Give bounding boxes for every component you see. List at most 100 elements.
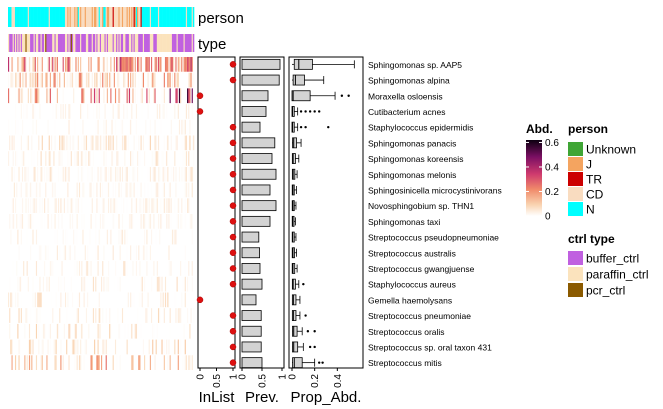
heatmap-cell <box>147 229 149 245</box>
heatmap-cell <box>182 72 184 88</box>
heatmap-cell <box>9 104 11 119</box>
heatmap-cell <box>176 276 179 292</box>
person-annotation-cell <box>60 7 62 27</box>
heatmap-cell <box>114 72 117 88</box>
heatmap-cell <box>17 198 19 213</box>
heatmap-cell <box>139 166 141 182</box>
heatmap-cell <box>180 151 182 166</box>
heatmap-cell <box>26 119 29 135</box>
heatmap-cell <box>66 339 68 355</box>
heatmap-cell <box>28 151 31 166</box>
heatmap-cell <box>80 104 82 119</box>
heatmap-cell <box>71 57 74 72</box>
heatmap-cell <box>139 119 141 135</box>
heatmap-cell <box>174 88 176 104</box>
heatmap-cell <box>73 261 75 276</box>
heatmap-cell <box>67 339 69 355</box>
heatmap-cell <box>175 229 177 245</box>
heatmap-cell <box>39 72 41 88</box>
heatmap-cell <box>124 261 126 276</box>
heatmap-cell <box>12 119 15 135</box>
heatmap-cell <box>55 214 58 229</box>
heatmap-cell <box>55 245 58 261</box>
heatmap-cell <box>191 261 194 276</box>
heatmap-cell <box>114 339 117 355</box>
heatmap-cell <box>156 245 159 261</box>
heatmap-cell <box>160 229 162 245</box>
heatmap-cell <box>116 166 118 182</box>
heatmap-cell <box>53 229 55 245</box>
heatmap-cell <box>70 182 73 198</box>
prevalence-bar <box>241 294 257 306</box>
heatmap-cell <box>32 355 34 370</box>
heatmap-cell <box>119 57 122 72</box>
heatmap-cell <box>99 245 102 261</box>
heatmap-cell <box>59 276 61 292</box>
heatmap-cell <box>139 72 141 88</box>
type-annotation-cell <box>121 34 124 52</box>
heatmap-cell <box>192 166 195 182</box>
heatmap-cell <box>184 88 187 104</box>
heatmap-cell <box>41 135 44 151</box>
heatmap-cell <box>64 151 67 166</box>
heatmap-cell <box>124 323 126 339</box>
heatmap-cell <box>63 292 66 308</box>
heatmap-cell <box>110 229 112 245</box>
heatmap-cell <box>94 261 96 276</box>
heatmap-cell <box>56 72 59 88</box>
type-annotation-cell <box>159 34 161 52</box>
taxon-label: Sphingosinicella microcystinivorans <box>368 185 502 195</box>
taxon-label: Streptococcus mitis <box>368 358 442 368</box>
heatmap-cell <box>96 198 98 213</box>
type-annotation-cell <box>147 34 149 52</box>
heatmap-cell <box>107 119 110 135</box>
heatmap-cell <box>124 57 126 72</box>
heatmap-cell <box>111 135 113 151</box>
heatmap-cell <box>70 214 73 229</box>
box-outlier <box>340 94 344 97</box>
heatmap-cell <box>82 355 84 370</box>
heatmap-cell <box>155 151 158 166</box>
heatmap-cell <box>98 151 101 166</box>
heatmap-cell <box>64 182 67 198</box>
heatmap-cell <box>8 182 10 198</box>
heatmap-cell <box>112 339 115 355</box>
heatmap-cell <box>19 182 22 198</box>
heatmap-cell <box>71 339 74 355</box>
heatmap-cell <box>164 261 167 276</box>
heatmap-cell <box>66 57 68 72</box>
heatmap-cell <box>45 135 47 151</box>
heatmap-cell <box>32 72 34 88</box>
heatmap-cell <box>104 339 106 355</box>
heatmap-cell <box>125 182 127 198</box>
heatmap-cell <box>184 182 187 198</box>
heatmap-cell <box>174 166 176 182</box>
heatmap-cell <box>178 245 181 261</box>
heatmap-cell <box>183 245 185 261</box>
heatmap-cell <box>152 214 154 229</box>
axis-tick-label: 0.4 <box>333 374 344 388</box>
type-annotation-cell <box>82 34 84 52</box>
heatmap-cell <box>187 151 189 166</box>
heatmap-cell <box>135 198 138 213</box>
heatmap-cell <box>149 229 152 245</box>
heatmap-cell <box>111 151 113 166</box>
heatmap-cell <box>134 214 137 229</box>
heatmap-cell <box>11 355 13 370</box>
type-annotation-cell <box>74 34 76 52</box>
heatmap-cell <box>145 88 147 104</box>
heatmap-cell <box>23 104 25 119</box>
heatmap-cell <box>9 166 11 182</box>
heatmap-cell <box>35 72 38 88</box>
heatmap-cell <box>56 245 59 261</box>
heatmap-cell <box>173 292 175 308</box>
person-annotation-cell <box>35 7 38 27</box>
heatmap-cell <box>83 276 86 292</box>
heatmap-cell <box>33 276 36 292</box>
heatmap-cell <box>184 355 187 370</box>
heatmap-cell <box>9 229 11 245</box>
heatmap-cell <box>78 182 81 198</box>
heatmap-cell <box>121 245 124 261</box>
heatmap-cell <box>18 323 20 339</box>
person-annotation-cell <box>145 7 147 27</box>
